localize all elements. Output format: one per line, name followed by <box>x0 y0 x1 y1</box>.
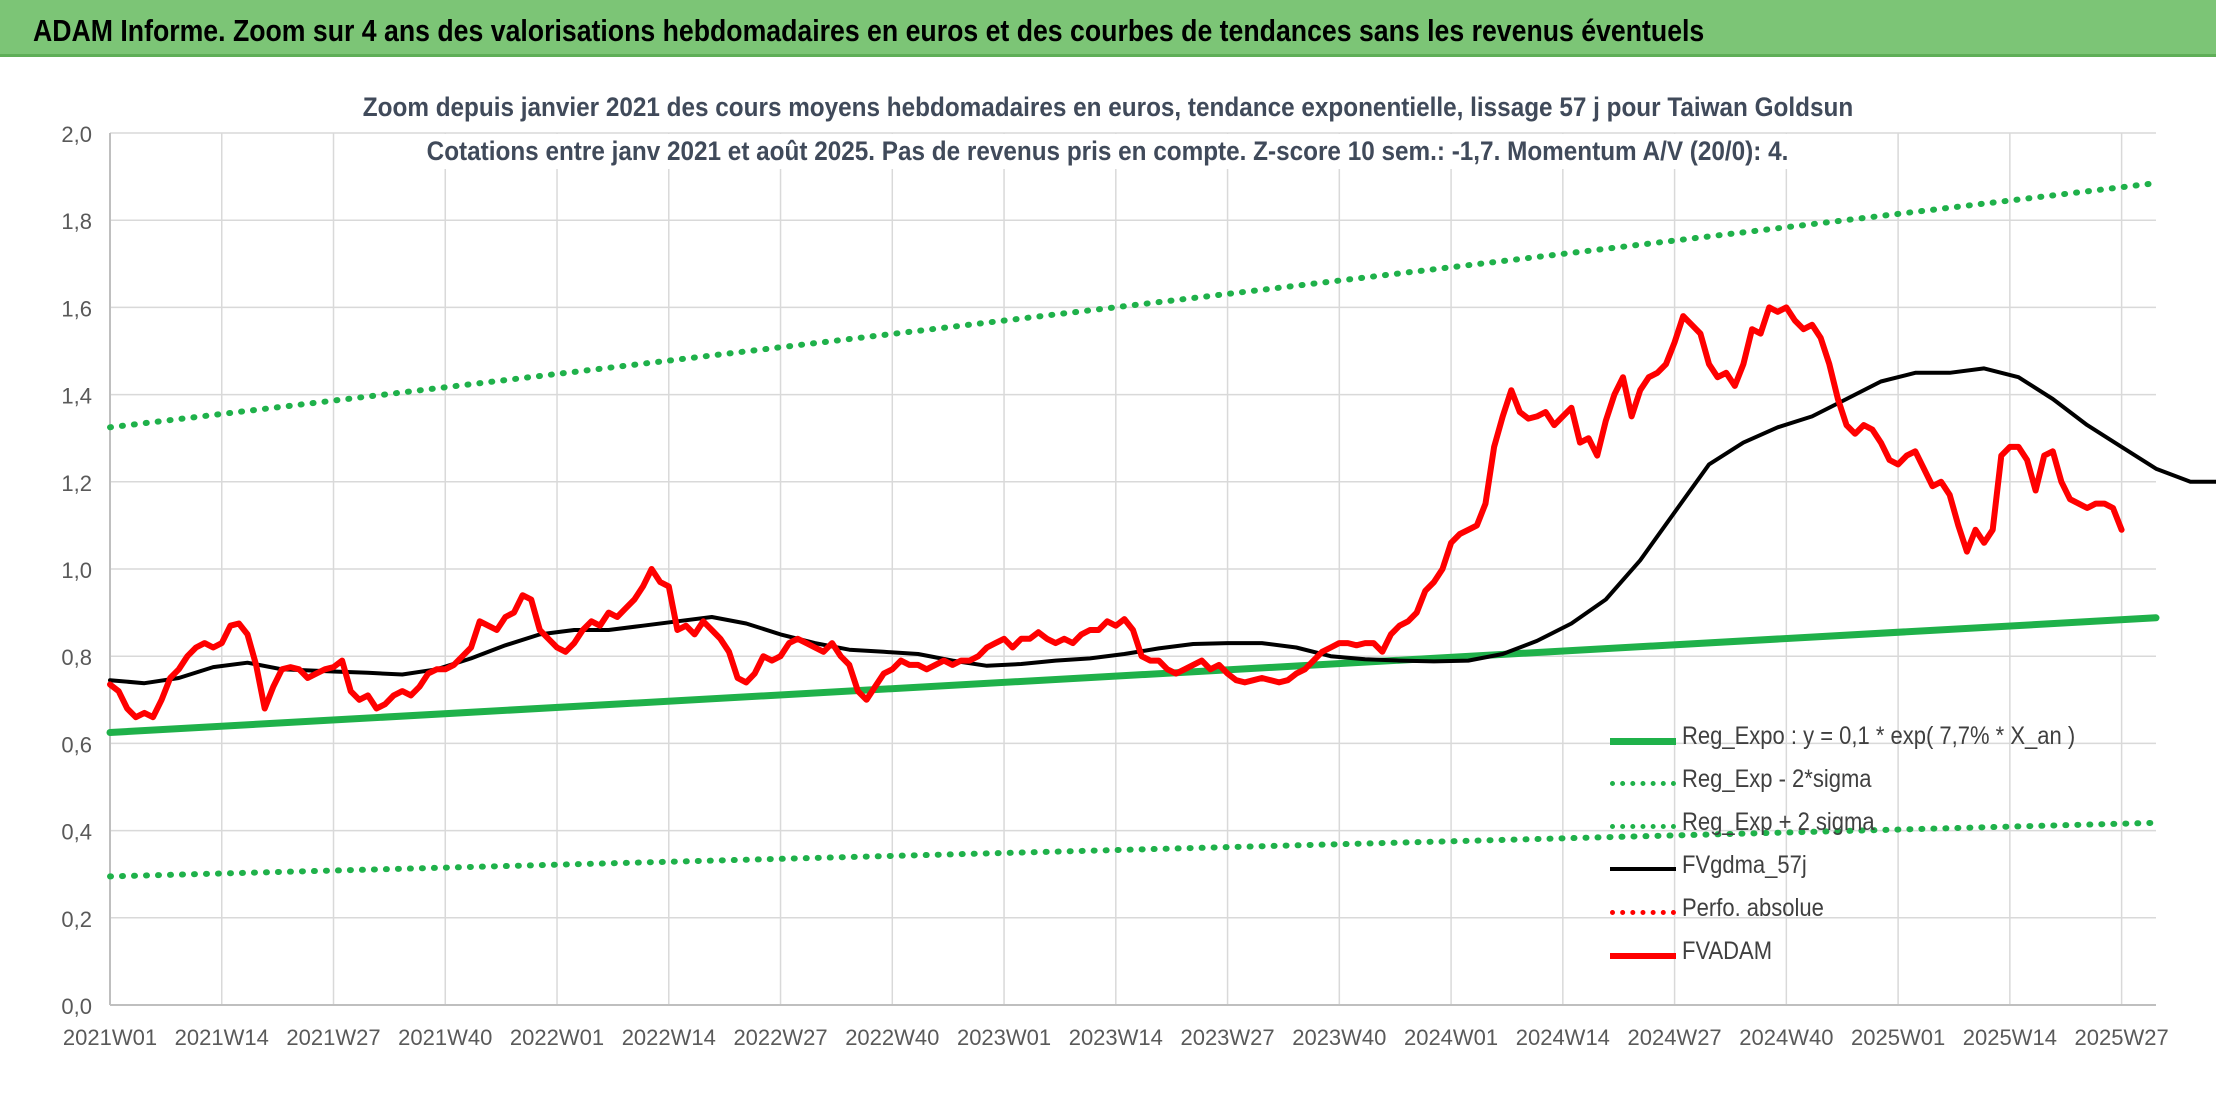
chart-title: Zoom depuis janvier 2021 des cours moyen… <box>0 90 2216 125</box>
series-reg-minus-2sigma <box>107 819 2159 880</box>
legend-label: Reg_Exp - 2*sigma <box>1682 765 1872 793</box>
legend-label: FVgdma_57j <box>1682 851 1807 879</box>
legend-swatch <box>1610 910 1676 915</box>
header-bar: ADAM Informe. Zoom sur 4 ans des valoris… <box>0 0 2216 57</box>
legend-swatch <box>1610 781 1676 786</box>
x-tick-label: 2025W01 <box>1851 1025 1945 1050</box>
legend-swatch <box>1610 953 1676 959</box>
chart-legend: Reg_Expo : y = 0,1 * exp( 7,7% * X_an ) R… <box>1610 718 2130 976</box>
x-tick-label: 2021W27 <box>286 1025 380 1050</box>
legend-swatch <box>1610 738 1676 745</box>
y-tick-label: 0,2 <box>61 907 92 932</box>
x-tick-label: 2023W40 <box>1292 1025 1386 1050</box>
x-tick-label: 2024W14 <box>1516 1025 1610 1050</box>
x-tick-label: 2023W14 <box>1069 1025 1163 1050</box>
x-tick-label: 2022W27 <box>733 1025 827 1050</box>
x-tick-label: 2024W27 <box>1627 1025 1721 1050</box>
legend-label: Reg_Expo : y = 0,1 * exp( 7,7% * X_an ) <box>1682 722 2076 750</box>
legend-item: Reg_Exp - 2*sigma <box>1610 761 2130 804</box>
y-tick-label: 0,0 <box>61 994 92 1019</box>
chart-subtitle-text: Cotations entre janv 2021 et août 2025. … <box>412 134 1804 169</box>
series-reg-plus-2sigma <box>107 180 2159 431</box>
y-tick-label: 1,2 <box>61 471 92 496</box>
x-tick-label: 2025W14 <box>1963 1025 2057 1050</box>
legend-swatch <box>1610 824 1676 829</box>
y-tick-label: 0,8 <box>61 645 92 670</box>
legend-item: FVADAM <box>1610 933 2130 976</box>
y-tick-label: 1,4 <box>61 384 92 409</box>
chart-subtitle: Cotations entre janv 2021 et août 2025. … <box>0 134 2216 169</box>
legend-item: Perfo. absolue <box>1610 890 2130 933</box>
legend-label: Perfo. absolue <box>1682 894 1824 922</box>
x-tick-label: 2023W01 <box>957 1025 1051 1050</box>
y-tick-label: 1,8 <box>61 209 92 234</box>
y-tick-label: 2,0 <box>61 122 92 147</box>
y-tick-label: 1,6 <box>61 296 92 321</box>
legend-swatch <box>1610 867 1676 871</box>
series-fvgdma <box>108 366 2216 686</box>
x-tick-label: 2022W40 <box>845 1025 939 1050</box>
y-tick-label: 0,4 <box>61 820 92 845</box>
chart-svg: 0,0 0,2 0,4 0,6 0,8 1,0 1,2 1,4 1,6 1,8 2,0 2021W01… <box>61 122 2216 1050</box>
x-tick-label: 2023W27 <box>1180 1025 1274 1050</box>
x-tick-label: 2024W40 <box>1739 1025 1833 1050</box>
legend-item: Reg_Expo : y = 0,1 * exp( 7,7% * X_an ) <box>1610 718 2130 761</box>
x-tick-label: 2022W14 <box>622 1025 716 1050</box>
legend-item: Reg_Exp + 2 sigma <box>1610 804 2130 847</box>
chart-area: 0,0 0,2 0,4 0,6 0,8 1,0 1,2 1,4 1,6 1,8 2,0 2021W01… <box>0 60 2216 1102</box>
x-tick-label: 2021W01 <box>63 1025 157 1050</box>
y-tick-label: 1,0 <box>61 558 92 583</box>
legend-label: Reg_Exp + 2 sigma <box>1682 808 1875 836</box>
page-title: ADAM Informe. Zoom sur 4 ans des valoris… <box>33 13 1705 48</box>
series-reg-expo <box>106 614 2160 736</box>
x-tick-label: 2021W40 <box>398 1025 492 1050</box>
chart-title-text: Zoom depuis janvier 2021 des cours moyen… <box>348 90 1868 125</box>
x-tick-label: 2024W01 <box>1404 1025 1498 1050</box>
x-tick-label: 2022W01 <box>510 1025 604 1050</box>
y-tick-label: 0,6 <box>61 732 92 757</box>
x-tick-label: 2021W14 <box>175 1025 269 1050</box>
legend-item: FVgdma_57j <box>1610 847 2130 890</box>
x-tick-label: 2025W27 <box>2075 1025 2169 1050</box>
series-fvadam <box>107 304 2125 721</box>
legend-label: FVADAM <box>1682 937 1773 965</box>
